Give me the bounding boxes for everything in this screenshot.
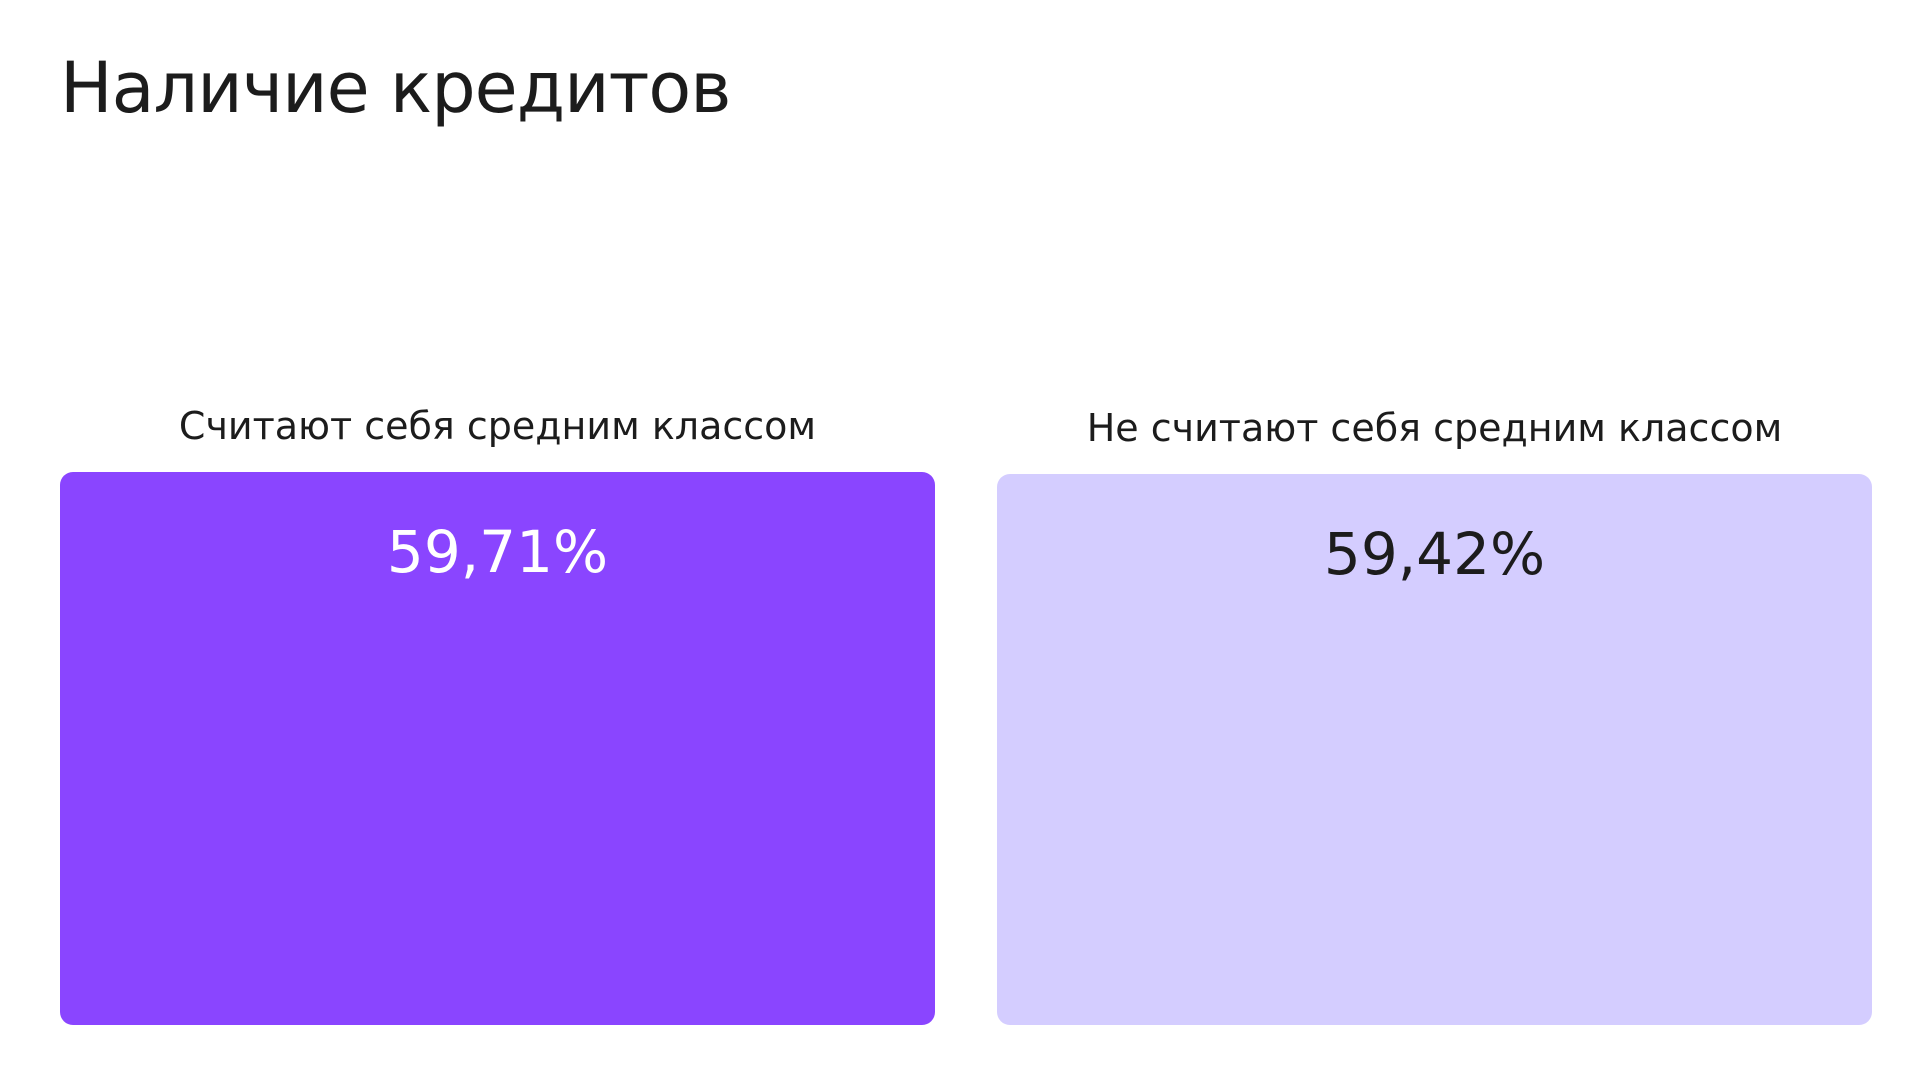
- series-label-1: Считают себя средним классом: [178, 404, 817, 448]
- page-title: Наличие кредитов: [60, 47, 731, 129]
- bar-2: 59,42%: [997, 474, 1872, 1025]
- bar-value-label-1: 59,71%: [386, 518, 609, 586]
- bar-1: 59,71%: [60, 472, 935, 1025]
- series-label-2: Не считают себя средним классом: [1086, 406, 1783, 450]
- bar-value-label-2: 59,42%: [1323, 520, 1546, 588]
